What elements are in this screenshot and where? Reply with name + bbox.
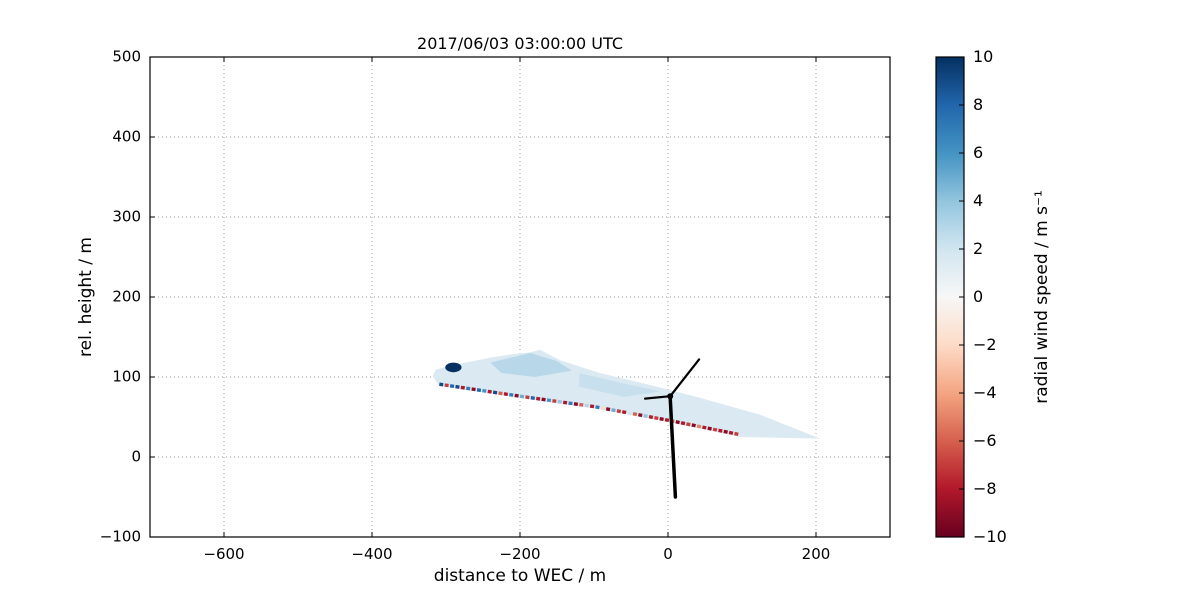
y-tick-label: 0 bbox=[131, 447, 141, 466]
beam-segment bbox=[514, 393, 519, 398]
colorbar-tick-label: −4 bbox=[973, 383, 997, 402]
beam-segment bbox=[579, 402, 584, 407]
y-tick-label: 500 bbox=[112, 47, 141, 66]
beam-segment bbox=[449, 384, 455, 389]
beam-segment bbox=[444, 383, 449, 388]
beam-segment bbox=[562, 400, 568, 405]
beam-segment bbox=[492, 390, 498, 395]
beam-segment bbox=[611, 408, 616, 413]
colorbar-tick-label: 6 bbox=[973, 143, 984, 162]
beam-segment bbox=[460, 385, 465, 390]
beam-segment bbox=[675, 420, 680, 425]
beam-segment bbox=[659, 417, 664, 422]
beam-segment bbox=[552, 399, 557, 403]
beam-segment bbox=[728, 430, 734, 435]
hard-target bbox=[445, 362, 462, 373]
beam-segment bbox=[546, 398, 552, 403]
lidar-beam bbox=[439, 382, 739, 436]
beam-segment bbox=[691, 423, 696, 428]
beam-segment bbox=[455, 384, 460, 389]
x-axis-label: distance to WEC / m bbox=[433, 566, 607, 586]
beam-segment bbox=[616, 409, 622, 414]
wind-turbine bbox=[643, 358, 701, 499]
beam-segment bbox=[734, 431, 739, 436]
axis-ticks bbox=[150, 56, 890, 538]
beam-segment bbox=[509, 392, 514, 397]
beam-segment bbox=[536, 396, 541, 401]
x-tick-label: 0 bbox=[663, 545, 673, 563]
y-tick-label: 200 bbox=[112, 287, 141, 306]
beam-segment bbox=[632, 412, 638, 417]
beam-segment bbox=[482, 388, 487, 393]
x-tick-label: −400 bbox=[351, 545, 393, 563]
colorbar-label: radial wind speed / m s⁻¹ bbox=[1032, 190, 1052, 404]
beam-segment bbox=[557, 399, 562, 404]
beam-segment bbox=[696, 424, 702, 429]
beam-segment bbox=[627, 411, 632, 416]
beam-segment bbox=[600, 406, 606, 411]
x-tick-label: 200 bbox=[801, 545, 831, 563]
beam-segment bbox=[680, 421, 686, 426]
beam-segment bbox=[723, 429, 728, 434]
colorbar-tick-label: −8 bbox=[973, 479, 997, 498]
colorbar-tick-label: 2 bbox=[973, 239, 984, 258]
beam-segment bbox=[568, 401, 573, 406]
colorbar-tick-label: 4 bbox=[973, 191, 984, 210]
y-tick-label: 100 bbox=[112, 367, 141, 386]
scan-patch bbox=[579, 373, 661, 397]
plot-title: 2017/06/03 03:00:00 UTC bbox=[417, 34, 623, 53]
beam-segment bbox=[664, 417, 670, 423]
beam-segment bbox=[648, 415, 654, 420]
colorbar-tick-label: 10 bbox=[973, 47, 994, 66]
beam-segment bbox=[638, 413, 643, 418]
beam-segment bbox=[519, 394, 525, 399]
y-tick-label: 300 bbox=[112, 207, 141, 226]
x-tick-label: −600 bbox=[203, 545, 245, 563]
scan-patch bbox=[490, 353, 572, 377]
beam-segment bbox=[541, 397, 546, 402]
beam-segment bbox=[707, 426, 712, 431]
beam-segment bbox=[573, 402, 579, 407]
y-tick-label: 400 bbox=[112, 127, 141, 146]
turbine-tower bbox=[668, 396, 678, 499]
beam-segment bbox=[503, 392, 509, 397]
beam-segment bbox=[476, 388, 482, 393]
beam-segment bbox=[654, 416, 659, 421]
colorbar-tick-label: 8 bbox=[973, 95, 984, 114]
turbine-blade bbox=[669, 358, 701, 398]
colorbar-tick-label: −6 bbox=[973, 431, 997, 450]
beam-segment bbox=[621, 410, 627, 415]
beam-segment bbox=[439, 382, 444, 387]
beam-segment bbox=[643, 414, 648, 419]
beam-segment bbox=[712, 427, 718, 432]
beam-segment bbox=[584, 403, 589, 408]
turbine-blade bbox=[643, 395, 672, 400]
beam-segment bbox=[530, 396, 535, 400]
beam-segment bbox=[525, 395, 530, 400]
beam-segment bbox=[595, 405, 600, 410]
grid bbox=[150, 56, 890, 538]
beam-segment bbox=[589, 404, 595, 409]
beam-segment bbox=[487, 389, 492, 394]
colorbar-tick-label: −10 bbox=[973, 527, 1007, 546]
beam-segment bbox=[686, 422, 691, 427]
y-axis-label: rel. height / m bbox=[76, 237, 96, 357]
beam-segment bbox=[466, 386, 471, 391]
beam-segment bbox=[471, 387, 476, 392]
beam-segment bbox=[498, 391, 503, 396]
colorbar-tick-label: −2 bbox=[973, 335, 997, 354]
x-tick-label: −200 bbox=[499, 545, 541, 563]
colorbar-tick-label: 0 bbox=[973, 287, 984, 306]
y-tick-label: −100 bbox=[99, 527, 141, 546]
beam-segment bbox=[702, 425, 707, 430]
beam-segment bbox=[718, 428, 723, 433]
turbine-hub bbox=[667, 393, 674, 400]
scan-data bbox=[432, 349, 821, 439]
beam-segment bbox=[605, 407, 611, 412]
